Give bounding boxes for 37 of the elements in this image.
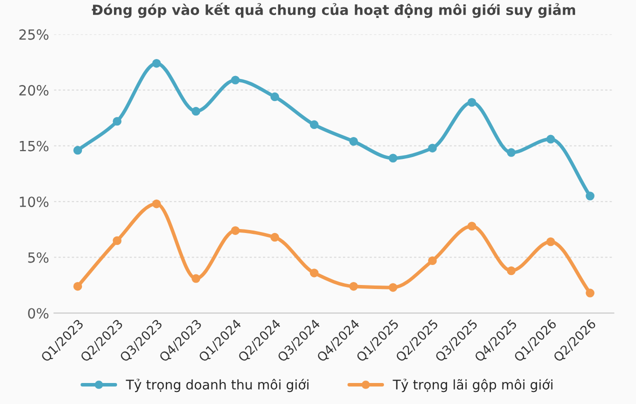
y-tick-label: 10%: [20, 196, 48, 208]
point: [152, 199, 161, 208]
point: [586, 192, 594, 200]
chart-title: Đóng góp vào kết quả chung của hoạt động môi giới suy giảm: [92, 2, 576, 18]
point: [310, 268, 319, 278]
point: [546, 237, 556, 246]
y-tick-label: 15%: [20, 140, 48, 152]
y-tick-label: 5%: [28, 252, 48, 263]
point: [586, 288, 594, 298]
point: [73, 282, 82, 291]
point: [112, 116, 122, 126]
point: [270, 92, 280, 102]
point: [310, 120, 319, 130]
point: [230, 226, 240, 235]
point: [388, 154, 398, 162]
point: [506, 148, 516, 157]
point: [428, 144, 437, 152]
point: [270, 232, 280, 242]
point: [349, 137, 358, 146]
point: [349, 282, 358, 291]
point: [506, 266, 516, 276]
point: [230, 76, 240, 84]
point: [388, 283, 398, 292]
y-tick-label: 20%: [19, 85, 48, 96]
point: [192, 274, 200, 283]
point: [73, 146, 82, 155]
point: [112, 236, 122, 245]
y-tick-label: 25%: [19, 29, 48, 40]
point: [467, 222, 476, 230]
point: [546, 134, 556, 144]
point: [152, 58, 161, 68]
point: [192, 106, 200, 116]
point: [428, 256, 437, 266]
legend-label: Tỷ trọng lãi gộp môi giới: [392, 378, 552, 392]
y-tick-label: 0%: [28, 308, 48, 319]
legend-label: Tỷ trọng doanh thu môi giới: [126, 378, 308, 392]
point: [467, 98, 476, 107]
